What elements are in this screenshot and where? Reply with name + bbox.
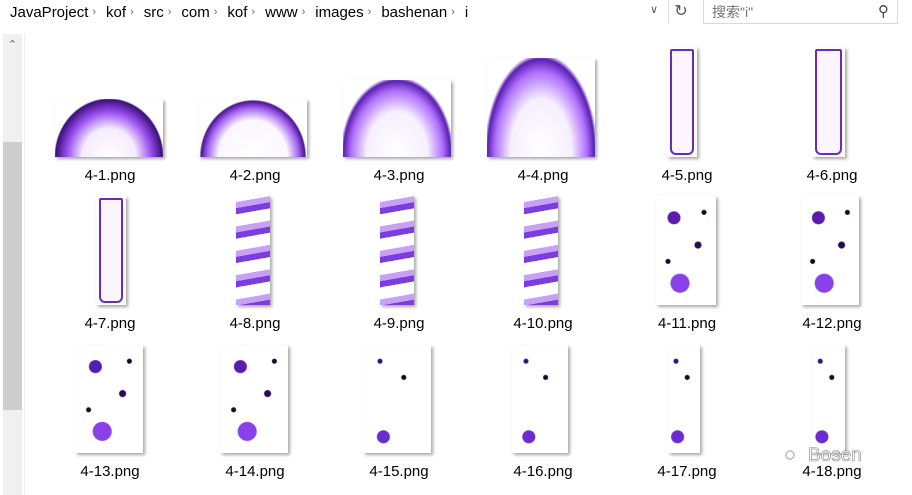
file-thumbnail[interactable]: [487, 58, 595, 157]
file-name[interactable]: 4-7.png: [84, 315, 136, 332]
file-name[interactable]: 4-9.png: [373, 315, 425, 332]
breadcrumb-item[interactable]: bashenan: [381, 3, 448, 21]
file-thumbnail[interactable]: [199, 99, 307, 157]
breadcrumb-item[interactable]: images: [315, 3, 364, 21]
file-thumbnail[interactable]: [380, 196, 414, 305]
breadcrumb-item[interactable]: JavaProject: [10, 3, 89, 21]
file-thumbnail[interactable]: [524, 196, 558, 305]
file-name[interactable]: 4-1.png: [84, 167, 136, 184]
file-thumbnail[interactable]: [512, 345, 568, 453]
scrollbar-thumb[interactable]: [3, 142, 22, 410]
file-thumbnail[interactable]: [363, 345, 431, 453]
watermark: Bosen: [808, 445, 862, 467]
file-thumbnail[interactable]: [668, 345, 700, 453]
file-name[interactable]: 4-12.png: [802, 315, 862, 332]
file-name[interactable]: 4-3.png: [373, 167, 425, 184]
address-bar[interactable]: JavaProject › kof › src › com › kof › www › images › b…: [0, 0, 694, 24]
file-thumbnail[interactable]: [55, 99, 163, 157]
breadcrumb-item[interactable]: www: [265, 3, 298, 21]
chevron-right-icon[interactable]: ›: [367, 6, 372, 18]
file-name[interactable]: 4-4.png: [517, 167, 569, 184]
chevron-right-icon[interactable]: ›: [213, 6, 218, 18]
breadcrumb-item[interactable]: kof: [106, 3, 127, 21]
chevron-right-icon[interactable]: ›: [451, 6, 455, 18]
file-name[interactable]: 4-16.png: [513, 463, 573, 480]
search-icon[interactable]: ⚲: [878, 3, 889, 20]
file-thumbnail[interactable]: [667, 47, 697, 157]
file-name[interactable]: 4-17.png: [657, 463, 717, 480]
file-name[interactable]: 4-15.png: [369, 463, 429, 480]
vertical-scrollbar[interactable]: ⌃: [3, 34, 22, 495]
breadcrumb-item[interactable]: src: [143, 3, 164, 21]
file-thumbnail[interactable]: [656, 196, 716, 305]
breadcrumb-item[interactable]: com: [181, 3, 210, 21]
file-name[interactable]: 4-2.png: [229, 167, 281, 184]
chevron-right-icon[interactable]: ›: [92, 6, 97, 18]
chevron-right-icon[interactable]: ›: [251, 6, 256, 18]
file-name[interactable]: 4-18.png: [802, 463, 862, 480]
wechat-icon: ○: [784, 444, 797, 467]
file-thumbnail[interactable]: [812, 345, 845, 453]
breadcrumb-item[interactable]: i: [464, 3, 469, 21]
file-name[interactable]: 4-14.png: [225, 463, 285, 480]
file-name[interactable]: 4-11.png: [657, 315, 717, 332]
file-thumbnail[interactable]: [812, 47, 845, 157]
breadcrumb-item[interactable]: kof: [227, 3, 248, 21]
file-name[interactable]: 4-8.png: [229, 315, 281, 332]
pane-divider: [24, 34, 25, 495]
chevron-up-icon[interactable]: ⌃: [7, 39, 18, 51]
file-name[interactable]: 4-13.png: [80, 463, 140, 480]
file-thumbnail[interactable]: [96, 196, 126, 305]
chevron-down-icon[interactable]: ∨: [650, 4, 659, 16]
file-name[interactable]: 4-5.png: [661, 167, 713, 184]
file-thumbnail[interactable]: [75, 345, 143, 453]
refresh-icon[interactable]: ↻: [668, 0, 693, 24]
file-thumbnail[interactable]: [236, 196, 270, 305]
file-thumbnail[interactable]: [343, 80, 451, 157]
search-input[interactable]: [710, 2, 874, 21]
chevron-right-icon[interactable]: ›: [130, 6, 134, 18]
chevron-right-icon[interactable]: ›: [301, 6, 306, 18]
chevron-right-icon[interactable]: ›: [167, 6, 172, 18]
file-thumbnail[interactable]: [220, 345, 288, 453]
search-box[interactable]: ⚲: [703, 0, 898, 24]
file-name[interactable]: 4-6.png: [806, 167, 858, 184]
file-name[interactable]: 4-10.png: [513, 315, 573, 332]
file-thumbnail[interactable]: [801, 196, 859, 305]
